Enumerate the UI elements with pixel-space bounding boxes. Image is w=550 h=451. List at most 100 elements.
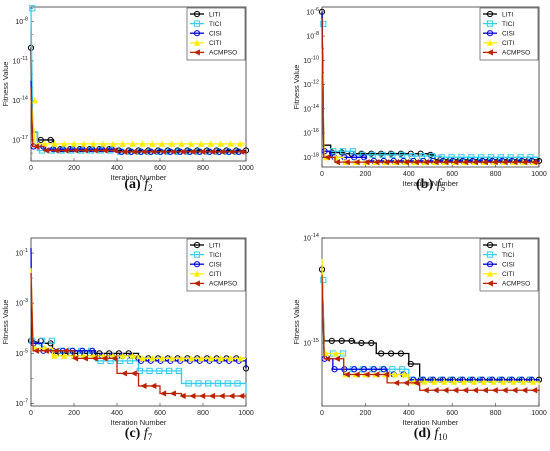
data-point: [179, 392, 186, 400]
data-point: [193, 49, 200, 56]
data-point: [207, 355, 214, 362]
series-acmpso: [321, 274, 540, 394]
data-point: [351, 154, 358, 161]
data-point: [100, 140, 107, 147]
y-tick-label: 10-14: [303, 233, 319, 243]
data-point: [438, 154, 445, 161]
data-point: [227, 355, 234, 362]
y-tick-label: 10-1: [15, 248, 28, 258]
chart-panel-1: 0 200 400 600 800 1000 10-17 10-14 10-11 10-8 Iter…: [1, 5, 254, 193]
data-point: [468, 154, 475, 161]
data-point: [193, 261, 201, 268]
legend-label: CITI: [209, 40, 221, 47]
data-point: [90, 140, 97, 147]
legend-label: CITI: [209, 271, 221, 278]
data-point: [452, 159, 459, 166]
data-point: [471, 159, 479, 166]
data-point: [238, 148, 245, 155]
data-point: [199, 148, 206, 155]
data-point: [412, 379, 419, 386]
data-point: [175, 367, 182, 374]
data-point: [401, 371, 408, 378]
data-point: [197, 140, 205, 147]
x-tick-label: 0: [29, 410, 33, 417]
y-tick-label: 10-5: [15, 348, 28, 358]
legend-label: LITI: [209, 11, 220, 18]
data-point: [458, 154, 465, 161]
legend-label: TICI: [209, 252, 221, 259]
data-point: [227, 140, 234, 147]
data-point: [47, 136, 54, 144]
legend-label: ACMPSO: [209, 281, 237, 288]
data-point: [91, 355, 98, 362]
data-point: [193, 30, 201, 37]
data-point: [333, 159, 340, 166]
chart-panel-4: 0 200 400 600 800 1000 10-15 10-14 Iteration Num…: [292, 233, 547, 442]
data-point: [70, 140, 78, 147]
data-point: [129, 140, 136, 147]
data-point: [168, 355, 175, 362]
x-tick-label: 1000: [238, 410, 254, 417]
panel-caption: (d) f10: [414, 426, 448, 442]
data-point: [422, 159, 429, 166]
data-point: [193, 251, 201, 258]
data-point: [486, 270, 494, 277]
data-point: [193, 10, 201, 18]
series-line: [321, 17, 540, 164]
data-point: [421, 378, 428, 385]
data-point: [442, 159, 449, 166]
data-point: [368, 339, 375, 347]
legend-label: CISI: [209, 31, 222, 38]
data-point: [323, 355, 331, 362]
data-point: [392, 159, 400, 166]
data-point: [481, 159, 488, 166]
data-point: [52, 347, 59, 354]
data-point: [218, 148, 225, 155]
legend-label: LITI: [502, 11, 513, 18]
data-point: [189, 148, 196, 155]
x-tick-label: 800: [197, 410, 209, 417]
data-point: [37, 136, 44, 144]
data-point: [348, 337, 355, 344]
data-point: [462, 159, 469, 166]
y-axis-label: Fitness Value: [292, 65, 301, 110]
data-point: [193, 280, 200, 287]
data-point: [149, 140, 156, 147]
data-point: [320, 20, 327, 28]
data-point: [323, 154, 331, 161]
x-tick-label: 600: [446, 410, 458, 417]
data-point: [130, 370, 137, 377]
data-point: [169, 148, 176, 155]
data-point: [52, 147, 59, 154]
data-point: [129, 352, 136, 359]
data-point: [387, 350, 395, 357]
data-point: [168, 140, 175, 147]
data-point: [517, 154, 524, 161]
data-point: [238, 392, 245, 400]
data-point: [178, 140, 185, 147]
data-point: [228, 392, 235, 400]
data-point: [521, 159, 528, 166]
data-point: [149, 355, 156, 362]
data-point: [399, 151, 406, 158]
data-point: [501, 159, 508, 166]
data-point: [397, 350, 405, 357]
data-point: [373, 371, 380, 378]
data-point: [486, 280, 493, 287]
data-point: [380, 366, 387, 373]
data-point: [81, 355, 88, 362]
data-point: [328, 337, 335, 344]
y-tick-label: 10-8: [15, 16, 28, 26]
x-tick-label: 200: [68, 165, 80, 172]
legend-label: LITI: [209, 242, 220, 249]
data-point: [507, 154, 514, 161]
data-point: [402, 379, 410, 386]
data-point: [339, 148, 347, 155]
data-point: [139, 355, 146, 362]
x-tick-label: 0: [29, 165, 33, 172]
data-point: [29, 5, 36, 12]
data-point: [332, 350, 339, 357]
data-point: [343, 159, 350, 166]
legend-label: CISI: [209, 262, 222, 269]
legend-label: ACMPSO: [502, 50, 530, 57]
